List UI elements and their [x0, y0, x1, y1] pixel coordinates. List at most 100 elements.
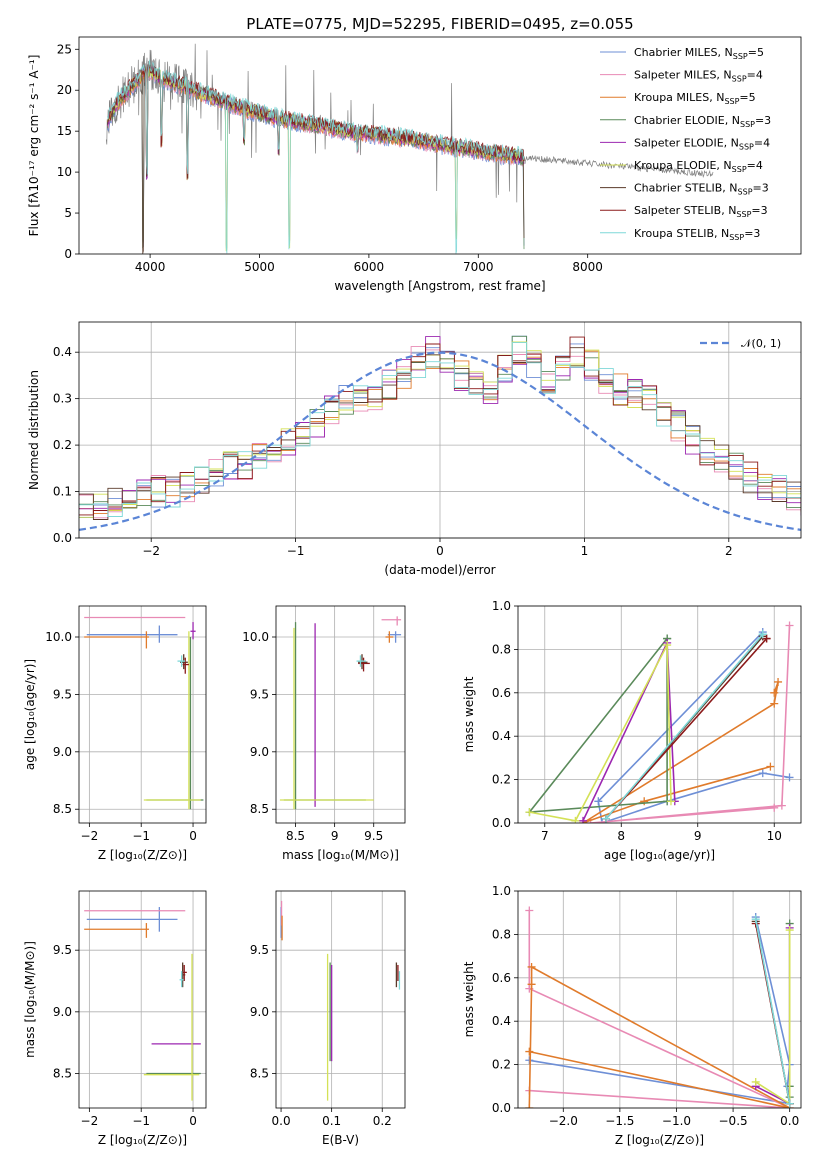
- weight-marker: [598, 819, 607, 823]
- panel-age_vs_Z: −2 −1 0 8.5 9.0 9.5 10.0 Z [log₁₀(Z/Z⊙)] age [lo…: [23, 605, 207, 862]
- x-tick-label: −1: [132, 829, 150, 843]
- weight-marker: [751, 915, 760, 924]
- legend-subscript: SSP: [738, 188, 753, 197]
- y-tick-label: 9.5: [250, 687, 269, 701]
- residual-histogram: [79, 346, 801, 519]
- legend-text: Kroupa ELODIE, N: [634, 159, 732, 172]
- x-tick-label: 8: [617, 829, 625, 843]
- y-tick-label: 0.0: [53, 531, 72, 545]
- panel-frame: [275, 890, 406, 1109]
- y-tick-label: 0.6: [492, 971, 511, 985]
- legend-subscript: SSP: [732, 75, 747, 84]
- legend-entry: Salpeter MILES, NSSP=4: [634, 69, 763, 84]
- model-spectrum: [107, 64, 525, 250]
- y-axis-label: mass weight: [462, 961, 476, 1037]
- weight-series: [597, 631, 790, 823]
- y-tick-label: 0.2: [492, 773, 511, 787]
- y-tick-label: 20: [57, 83, 72, 97]
- legend-tail: =5: [739, 91, 755, 104]
- x-tick-label: 7000: [463, 260, 494, 274]
- x-tick-label: −2: [142, 544, 160, 558]
- x-tick-label: 0: [189, 1114, 197, 1128]
- panel-mass_vs_Z: −2 −1 0 8.5 9.0 9.5 Z [log₁₀(Z/Z⊙)] mass [log₁₀…: [23, 890, 207, 1147]
- y-tick-label: 0.0: [492, 816, 511, 830]
- x-tick-label: 9.5: [364, 829, 383, 843]
- y-axis-label: Flux [fλ10⁻¹⁷ erg cm⁻² s⁻¹ A⁻¹]: [27, 55, 41, 237]
- y-tick-label: 9.5: [250, 943, 269, 957]
- weight-marker: [525, 1056, 534, 1065]
- panel-residuals: −2 −1 0 1 2 0.0 0.1 0.2 0.3 0.4 (data-model)/error…: [27, 321, 802, 577]
- residual-histogram: [79, 342, 801, 517]
- weight-marker: [579, 816, 588, 823]
- panel-frame: [78, 605, 207, 824]
- weight-marker: [525, 1104, 534, 1108]
- legend-tail: =3: [753, 182, 769, 195]
- legend-entry: Salpeter ELODIE, NSSP=4: [634, 136, 770, 151]
- y-tick-label: 5: [64, 206, 72, 220]
- panel-mass_vs_ebv: 0.0 0.1 0.2 8.5 9.0 9.5 E(B-V): [250, 890, 406, 1147]
- y-tick-label: 9.0: [250, 1005, 269, 1019]
- legend: Chabrier MILES, N SSP =5 Salpeter MILES, NS…: [600, 46, 771, 242]
- weight-series: [529, 641, 672, 822]
- weight-marker: [640, 797, 649, 806]
- weight-marker: [663, 641, 672, 650]
- weight-marker: [785, 773, 794, 782]
- plot-area: [79, 335, 801, 531]
- x-axis-label: Z [log₁₀(Z/Z⊙)]: [615, 1133, 704, 1147]
- x-tick-label: 0.1: [322, 1114, 341, 1128]
- weight-marker: [666, 797, 675, 806]
- y-tick-label: 8.5: [250, 802, 269, 816]
- x-tick-label: 8000: [572, 260, 603, 274]
- legend-subscript: SSP: [736, 210, 751, 219]
- model-spectrum: [107, 64, 525, 254]
- y-tick-label: 0.4: [53, 345, 72, 359]
- model-spectrum: [107, 59, 525, 254]
- x-axis-label: wavelength [Angstrom, rest frame]: [334, 279, 545, 293]
- weight-marker: [594, 797, 603, 806]
- weight-marker: [601, 814, 610, 823]
- x-tick-label: 2: [725, 544, 733, 558]
- x-axis-label: E(B-V): [322, 1133, 359, 1147]
- legend-text: Chabrier MILES, N: [634, 46, 733, 59]
- y-tick-label: 9.0: [250, 745, 269, 759]
- legend-entry: Chabrier ELODIE, NSSP=3: [634, 114, 771, 129]
- residual-histogram: [79, 336, 801, 516]
- x-tick-label: 9: [331, 829, 339, 843]
- x-tick-label: 0.0: [780, 1114, 799, 1128]
- y-tick-label: 9.0: [53, 1005, 72, 1019]
- x-tick-label: 8.5: [286, 829, 305, 843]
- y-tick-label: 1.0: [492, 884, 511, 898]
- panel-frame: [275, 605, 406, 824]
- weight-series: [528, 910, 791, 1108]
- legend-tail: =3: [744, 227, 760, 240]
- legend-tail: =3: [755, 114, 771, 127]
- y-tick-label: 9.5: [53, 687, 72, 701]
- panel-frame: [78, 321, 802, 539]
- y-tick-label: 8.5: [53, 1066, 72, 1080]
- x-tick-label: 0: [436, 544, 444, 558]
- y-tick-label: 0.1: [53, 485, 72, 499]
- x-axis-label: mass [log₁₀(M/M⊙)]: [282, 848, 399, 862]
- x-tick-label: 0: [189, 829, 197, 843]
- panel-spectrum: 4000 5000 6000 7000 8000 0 5 10 15 20 25 wavelength…: [27, 36, 802, 293]
- legend-tail: =4: [747, 69, 763, 82]
- y-tick-label: 0.6: [492, 686, 511, 700]
- x-tick-label: 10: [767, 829, 782, 843]
- legend-subscript: SSP: [732, 165, 747, 174]
- weight-series: [527, 638, 668, 814]
- model-spectrum: [107, 63, 525, 180]
- figure-title: PLATE=0775, MJD=52295, FIBERID=0495, z=0…: [246, 15, 633, 33]
- weight-series: [529, 916, 791, 1105]
- y-tick-label: 8.5: [250, 1066, 269, 1080]
- y-tick-label: 25: [57, 42, 72, 56]
- weight-marker: [774, 677, 783, 686]
- y-tick-label: 0.2: [53, 438, 72, 452]
- legend-tail: =4: [754, 136, 770, 149]
- x-tick-label: −2: [81, 1114, 99, 1128]
- plot-area: [525, 906, 794, 1108]
- y-axis-label: Normed distribution: [27, 370, 41, 490]
- residual-histogram: [79, 347, 801, 520]
- residual-histogram: [79, 335, 801, 509]
- panel-weight_vs_age: 7 8 9 10 0.0 0.2 0.4 0.6 0.8 1.0 age [log₁₀(age/yr…: [462, 599, 802, 862]
